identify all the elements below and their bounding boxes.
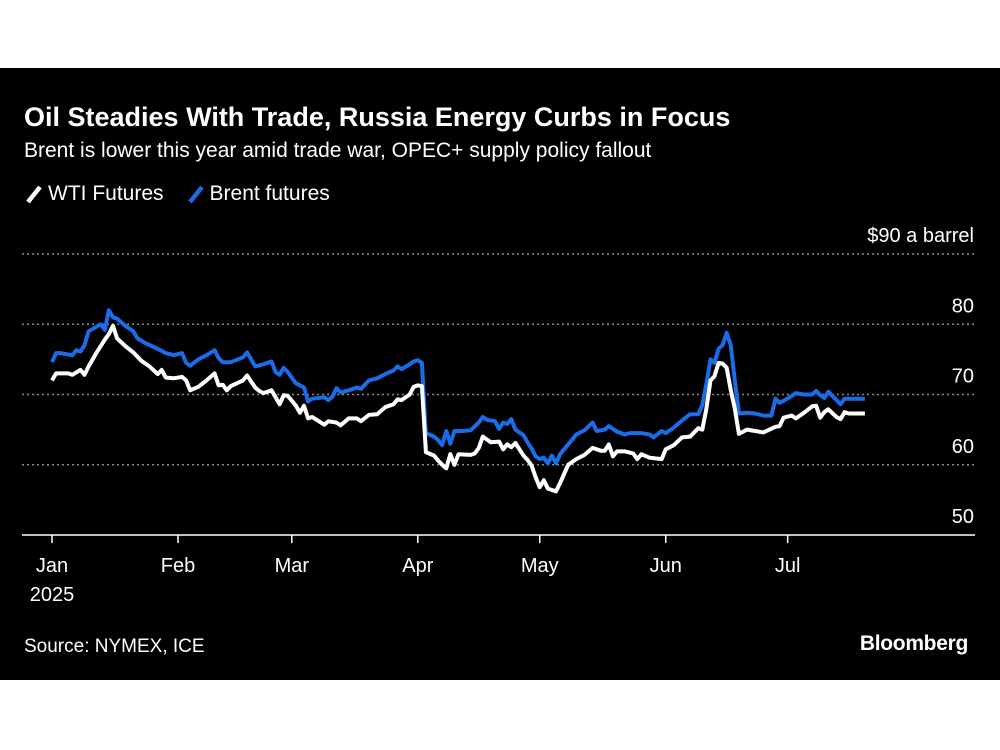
x-tick-label-feb: Feb [161,555,195,577]
y-tick-label-80: 80 [952,295,974,317]
y-tick-label-60: 60 [952,436,974,458]
x-tick-label-jan: Jan [36,555,68,577]
legend-swatch-wti [26,185,42,204]
bloomberg-logo: Bloomberg [859,632,968,655]
x-tick-label-jun: Jun [650,555,682,577]
chart-subtitle: Brent is lower this year amid trade war,… [24,139,652,162]
legend-swatch-brent [187,185,204,204]
y-tick-label-50: 50 [952,506,974,528]
y-tick-label-90: $90 a barrel [867,225,974,247]
x-tick-label-may: May [521,555,559,577]
y-tick-label-70: 70 [952,366,974,388]
x-tick-sublabel-year: 2025 [30,584,75,606]
chart-panel: Oil Steadies With Trade, Russia Energy C… [0,68,1000,680]
chart-title: Oil Steadies With Trade, Russia Energy C… [24,102,731,132]
x-tick-label-apr: Apr [402,555,433,577]
legend: WTI Futures Brent futures [24,182,352,206]
series-line-wti-futures [50,323,865,494]
source-note: Source: NYMEX, ICE [24,636,205,657]
series-line-brent-futures [50,308,865,466]
x-tick-label-mar: Mar [275,555,310,577]
legend-item-brent: Brent futures [186,182,330,206]
legend-item-wti: WTI Futures [24,182,164,206]
x-tick-label-jul: Jul [775,555,801,577]
legend-label-wti: WTI Futures [48,182,164,205]
legend-label-brent: Brent futures [209,182,330,205]
plot-area: $90 a barrel 80 70 60 50 Jan 2025 Feb Mar Apr May J… [22,225,975,606]
